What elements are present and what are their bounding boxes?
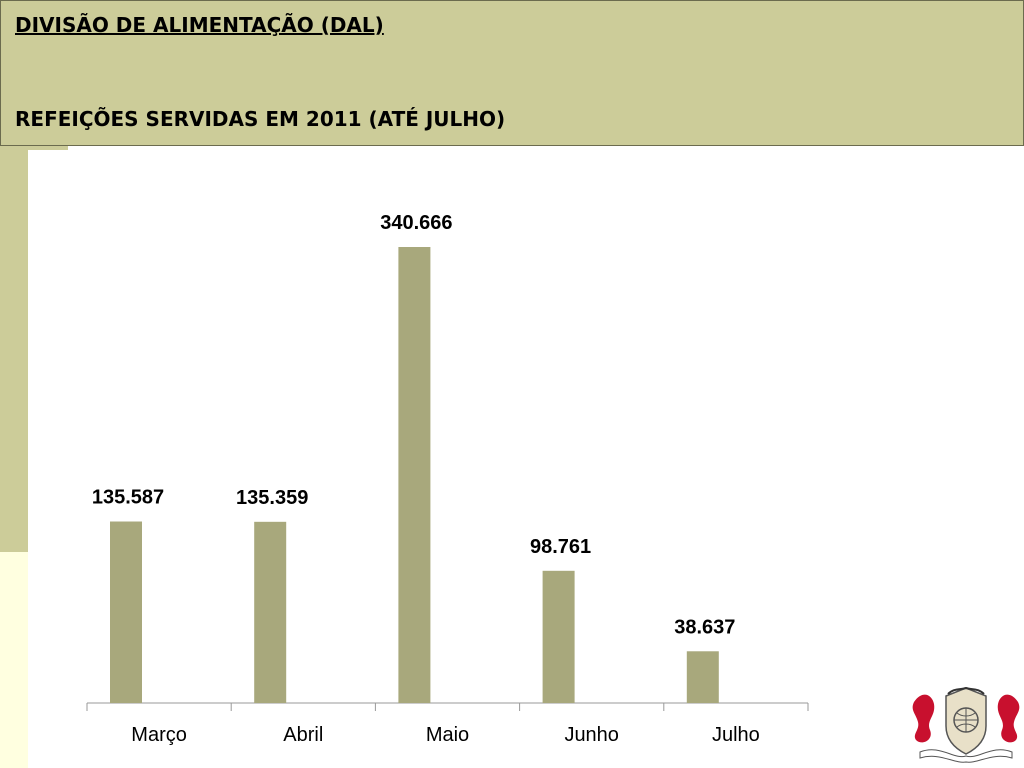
bar-maio bbox=[398, 247, 431, 703]
bar-abril bbox=[254, 521, 287, 703]
page-subtitle: REFEIÇÕES SERVIDAS EM 2011 (ATÉ JULHO) bbox=[15, 107, 506, 131]
x-tick-label: Junho bbox=[564, 724, 619, 746]
data-label: 98.761 bbox=[530, 536, 591, 558]
bar-junho bbox=[542, 570, 575, 703]
data-label: 38.637 bbox=[674, 616, 735, 638]
page-title: DIVISÃO DE ALIMENTAÇÃO (DAL) bbox=[15, 13, 384, 37]
data-label: 135.359 bbox=[236, 487, 308, 509]
side-band-tab bbox=[28, 146, 68, 150]
data-label: 340.666 bbox=[380, 212, 452, 234]
x-tick-label: Abril bbox=[283, 724, 323, 746]
bar-março bbox=[110, 521, 142, 703]
side-band bbox=[0, 146, 28, 552]
x-tick-label: Maio bbox=[426, 724, 469, 746]
bar-julho bbox=[686, 651, 719, 703]
data-label: 135.587 bbox=[92, 487, 164, 509]
x-tick-label: Março bbox=[131, 724, 187, 746]
x-tick-label: Julho bbox=[712, 724, 760, 746]
header-box: DIVISÃO DE ALIMENTAÇÃO (DAL) REFEIÇÕES S… bbox=[0, 0, 1024, 146]
crest-logo bbox=[912, 686, 1020, 763]
